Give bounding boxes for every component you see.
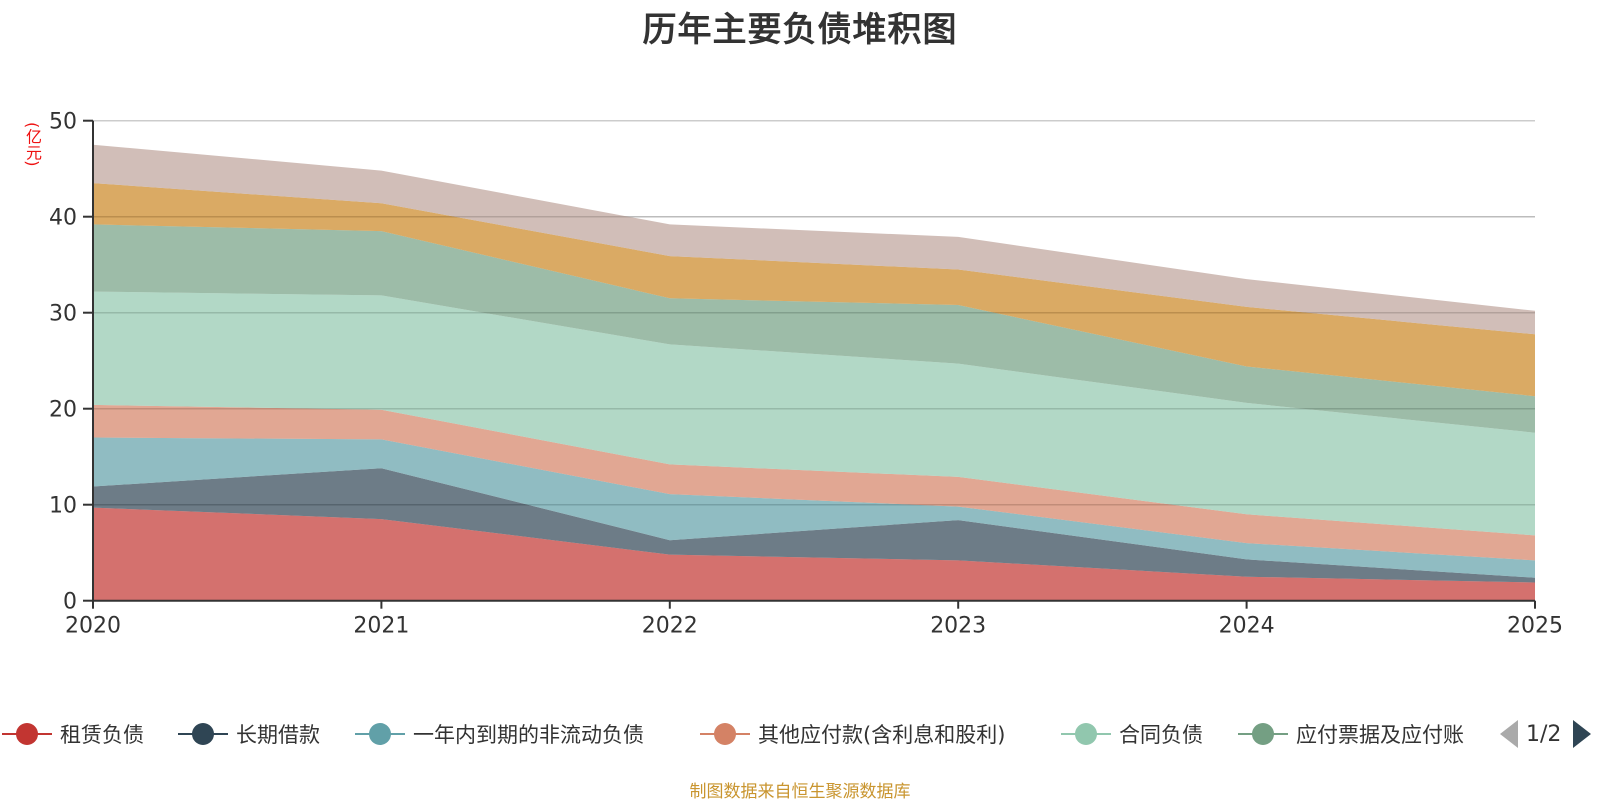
legend-marker-icon [355,716,405,752]
area-series-1 [93,468,1535,583]
x-tick-label: 2021 [353,614,409,639]
y-tick-label: 30 [49,302,77,327]
y-axis-unit-label: (亿元) [23,122,42,167]
x-tick-label: 2025 [1507,614,1563,639]
legend-page-indicator: 1/2 [1526,721,1562,747]
legend-item[interactable]: 应付票据及应付账 [1238,716,1464,752]
legend-prev-page-icon[interactable] [1500,720,1518,748]
area-series-3 [93,404,1535,561]
x-tick-label: 2023 [930,614,986,639]
legend-pager: 1/2 [1500,716,1592,752]
y-tick-label: 20 [49,398,77,423]
x-tick-label: 2020 [65,614,121,639]
area-series-7 [93,144,1535,335]
data-source-footer: 制图数据来自恒生聚源数据库 [689,782,911,802]
legend-label: 应付票据及应付账 [1296,723,1464,747]
legend-label: 一年内到期的非流动负债 [413,723,644,747]
legend-label: 其他应付款(含利息和股利) [758,723,1006,747]
legend-item[interactable]: 合同负债 [1061,716,1203,752]
legend-item[interactable]: 租赁负债 [2,716,144,752]
legend-item[interactable]: 长期借款 [178,716,320,752]
legend-marker-icon [2,716,52,752]
y-tick-label: 10 [49,494,77,519]
stacked-area-chart: 0 10 20 30 40 50 2020 2021 2022 2023 2024 2025 [49,110,1563,639]
legend-next-page-icon[interactable] [1573,720,1592,748]
area-series-6 [93,183,1535,397]
x-tick-label: 2022 [642,614,698,639]
legend-marker-icon [178,716,228,752]
legend-item[interactable]: 一年内到期的非流动负债 [355,716,644,752]
legend-label: 长期借款 [236,723,320,747]
area-series-0 [93,507,1535,601]
legend-item[interactable]: 其他应付款(含利息和股利) [700,716,1005,752]
area-series-4 [93,291,1535,536]
legend-marker-icon [1061,716,1111,752]
area-series-2 [93,437,1535,578]
y-tick-label: 0 [63,590,77,615]
area-layers [93,144,1535,601]
legend-marker-icon [1238,716,1288,752]
legend-label: 合同负债 [1119,723,1203,747]
area-series-5 [93,224,1535,433]
chart-title: 历年主要负债堆积图 [642,10,958,50]
legend: 租赁负债 长期借款 一年内到期的非流动负债 其他应付款(含利息和股利) 合同负债… [0,716,1600,752]
y-tick-label: 50 [49,110,77,135]
x-tick-label: 2024 [1219,614,1275,639]
legend-label: 租赁负债 [60,723,144,747]
legend-marker-icon [700,716,750,752]
y-tick-label: 40 [49,206,77,231]
